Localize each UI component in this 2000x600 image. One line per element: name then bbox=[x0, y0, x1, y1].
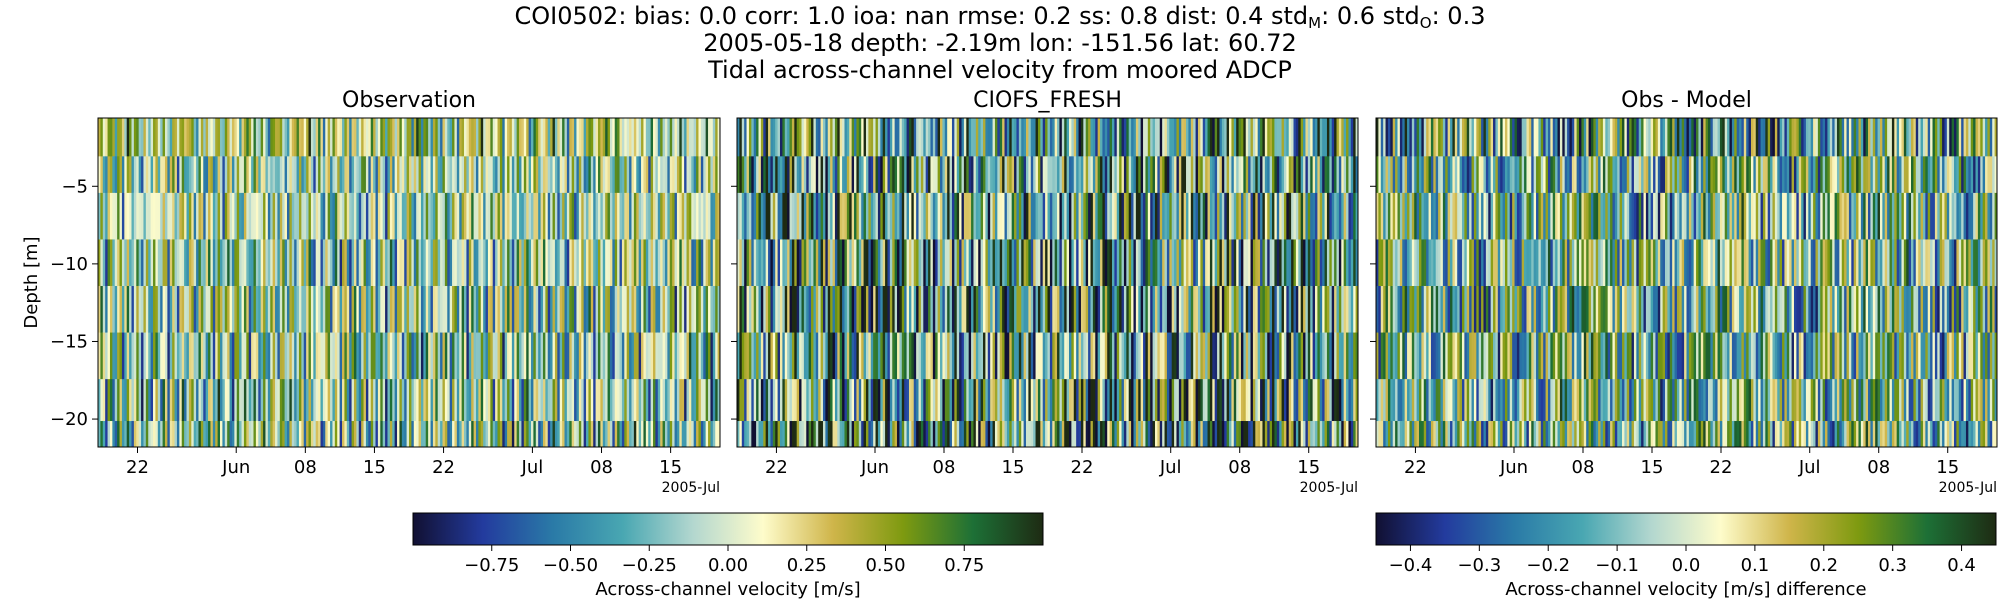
x-tick-label: 15 bbox=[659, 457, 682, 478]
colorbars: −0.75 −0.50 −0.25 0.00 0.25 0.50 0.75 Across-ch… bbox=[412, 512, 1997, 600]
metric-ioa: ioa: nan bbox=[852, 2, 958, 30]
x-tick-label: 22 bbox=[432, 457, 455, 478]
metric-dist: dist: 0.4 bbox=[1165, 2, 1271, 30]
colorbar-tick-label: 0.1 bbox=[1741, 555, 1770, 576]
heatmap-panel-1: 22 Jun 08 15 22 Jul 08 15 2005-Jul −5 −10 −15 −20 Dep… bbox=[21, 117, 721, 496]
x-offset-label: 2005-Jul bbox=[662, 480, 720, 496]
x-tick-label: 22 bbox=[1710, 457, 1733, 478]
y-axis-label: Depth [m] bbox=[21, 236, 42, 328]
x-tick-label: 15 bbox=[1936, 457, 1959, 478]
colorbar-tick-label: −0.3 bbox=[1457, 555, 1501, 576]
x-tick-label: 22 bbox=[1404, 457, 1427, 478]
heatmap-panel-3: 22 Jun 08 15 22 Jul 08 15 2005-Jul bbox=[1370, 117, 1998, 496]
x-tick-label: 08 bbox=[1228, 457, 1251, 478]
x-tick-label: 22 bbox=[765, 457, 788, 478]
x-tick-label: Jul bbox=[1159, 457, 1182, 478]
colorbar-gradient bbox=[1375, 512, 1997, 546]
x-tick-label: 22 bbox=[1071, 457, 1094, 478]
colorbar-tick-label: −0.2 bbox=[1526, 555, 1570, 576]
metric-ss: ss: 0.8 bbox=[1079, 2, 1166, 30]
y-tick-label: −10 bbox=[50, 254, 88, 275]
colorbar-gradient bbox=[412, 512, 1044, 546]
colorbar-tick-label: 0.50 bbox=[865, 555, 905, 576]
x-tick-label: 15 bbox=[1641, 457, 1664, 478]
colorbar-tick-label: 0.2 bbox=[1809, 555, 1838, 576]
x-tick-label: Jul bbox=[521, 457, 544, 478]
x-offset-label: 2005-Jul bbox=[1939, 480, 1997, 496]
x-tick-label: Jul bbox=[1798, 457, 1821, 478]
x-tick-label: 22 bbox=[126, 457, 149, 478]
x-offset-label: 2005-Jul bbox=[1300, 480, 1358, 496]
colorbar-tick-label: 0.25 bbox=[787, 555, 827, 576]
heatmap-cells bbox=[98, 118, 720, 447]
colorbar-tick-label: −0.25 bbox=[622, 555, 677, 576]
colorbar-label: Across-channel velocity [m/s] difference bbox=[1505, 579, 1866, 600]
x-tick-label: 08 bbox=[590, 457, 613, 478]
x-tick-label: 15 bbox=[363, 457, 386, 478]
figure-subtitle: 2005-05-18 depth: -2.19m lon: -151.56 la… bbox=[703, 29, 1297, 57]
heatmap-cells bbox=[737, 118, 1358, 447]
metric-bias: bias: 0.0 bbox=[626, 2, 745, 30]
x-tick-label: 08 bbox=[294, 457, 317, 478]
metric-rmse: rmse: 0.2 bbox=[957, 2, 1080, 30]
heatmap-panels: 22 Jun 08 15 22 Jul 08 15 2005-Jul −5 −10 −15 −20 Dep… bbox=[21, 117, 1998, 496]
metric-std-o: stdO: 0.3 bbox=[1382, 2, 1486, 32]
figure-description: Tidal across-channel velocity from moore… bbox=[708, 56, 1292, 84]
y-tick-label: −20 bbox=[50, 409, 88, 430]
panel-title-model: CIOFS_FRESH bbox=[973, 88, 1122, 113]
x-tick-label: Jun bbox=[1499, 457, 1528, 478]
x-tick-label: Jun bbox=[221, 457, 250, 478]
panel-frame bbox=[97, 117, 721, 448]
x-tick-label: 15 bbox=[1002, 457, 1025, 478]
y-tick-label: −5 bbox=[61, 176, 88, 197]
colorbar-label: Across-channel velocity [m/s] bbox=[595, 579, 860, 600]
heatmap-cells bbox=[1376, 118, 1997, 447]
x-tick-label: 15 bbox=[1297, 457, 1320, 478]
x-tick-label: Jun bbox=[860, 457, 889, 478]
x-tick-label: 08 bbox=[933, 457, 956, 478]
figure-title-metrics: COI0502: bias: 0.0 corr: 1.0 ioa: nan rm… bbox=[0, 2, 2000, 32]
metric-corr: corr: 1.0 bbox=[744, 2, 853, 30]
panel-frame bbox=[1375, 117, 1998, 448]
metric-std-m: stdM: 0.6 bbox=[1271, 2, 1383, 32]
colorbar-tick-label: −0.4 bbox=[1389, 555, 1433, 576]
panel-title-difference: Obs - Model bbox=[1621, 88, 1752, 113]
colorbar-tick-label: 0.3 bbox=[1878, 555, 1907, 576]
colorbar-tick-label: 0.0 bbox=[1672, 555, 1701, 576]
heatmap-panel-2: 22 Jun 08 15 22 Jul 08 15 2005-Jul bbox=[731, 117, 1359, 496]
title-station: COI0502: bbox=[514, 2, 627, 30]
colorbar-tick-label: 0.75 bbox=[944, 555, 984, 576]
colorbar-tick-label: −0.75 bbox=[464, 555, 519, 576]
panel-frame bbox=[736, 117, 1359, 448]
colorbar-tick-label: 0.4 bbox=[1947, 555, 1976, 576]
panel-title-observation: Observation bbox=[342, 88, 476, 113]
x-tick-label: 08 bbox=[1572, 457, 1595, 478]
x-tick-label: 08 bbox=[1867, 457, 1890, 478]
y-tick-label: −15 bbox=[50, 331, 88, 352]
colorbar-1: −0.75 −0.50 −0.25 0.00 0.25 0.50 0.75 Across-ch… bbox=[412, 512, 1044, 600]
colorbar-tick-label: −0.1 bbox=[1595, 555, 1639, 576]
colorbar-2: −0.4 −0.3 −0.2 −0.1 0.0 0.1 0.2 0.3 0.4 Across-ch… bbox=[1375, 512, 1997, 600]
colorbar-tick-label: −0.50 bbox=[543, 555, 598, 576]
colorbar-tick-label: 0.00 bbox=[708, 555, 748, 576]
